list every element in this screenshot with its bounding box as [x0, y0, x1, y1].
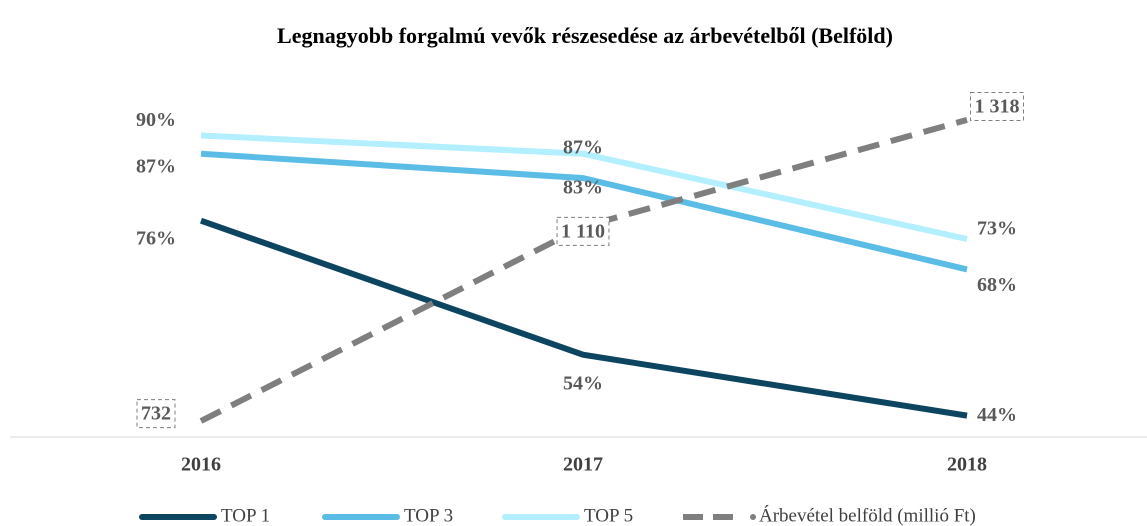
data-label: 54%	[563, 372, 603, 394]
legend-label: TOP 1	[221, 505, 270, 526]
legend-label: TOP 3	[404, 505, 453, 526]
data-label: 76%	[136, 227, 176, 249]
data-label: 73%	[977, 218, 1017, 240]
x-tick-label: 2018	[947, 454, 987, 476]
data-label-box	[136, 399, 176, 429]
legend-swatch-dot	[750, 514, 756, 520]
data-label-box	[970, 91, 1024, 121]
data-label: 1 110	[561, 220, 605, 242]
data-label: 90%	[136, 109, 176, 131]
data-label: 732	[141, 403, 171, 425]
data-label: 1 318	[975, 95, 1020, 117]
data-label: 83%	[563, 177, 603, 199]
legend-label: Árbevétel belföld (millió Ft)	[759, 504, 976, 526]
series-line	[200, 217, 968, 419]
series-line	[200, 150, 968, 273]
legend-label: TOP 5	[584, 505, 633, 526]
x-tick-label: 2017	[563, 454, 603, 476]
series-line	[200, 132, 968, 242]
data-label: 87%	[563, 136, 603, 158]
chart-title: Legnagyobb forgalmú vevők részesedése az…	[277, 23, 893, 48]
data-label-box	[556, 216, 610, 246]
data-label: 87%	[136, 155, 176, 177]
data-label: 68%	[977, 274, 1017, 296]
data-label: 44%	[977, 404, 1017, 426]
x-tick-label: 2016	[181, 454, 221, 476]
